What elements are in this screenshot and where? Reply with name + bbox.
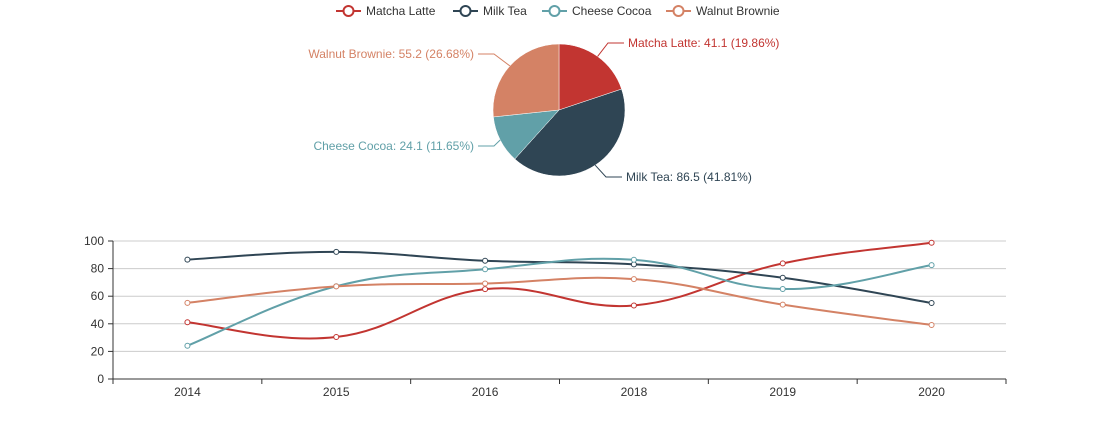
y-tick-label-100: 100 (84, 234, 104, 248)
point-matcha-latte-2018 (630, 302, 637, 309)
point-walnut-brownie-2016 (482, 280, 489, 287)
pie-slice-milk-tea (514, 88, 626, 177)
pie-chart: Matcha Latte: 41.1 (19.86%) Milk Tea: 86.… (308, 36, 779, 184)
point-cheese-cocoa-2018 (630, 256, 637, 263)
point-milk-tea-2014 (184, 256, 191, 263)
legend-marker-walnut-brownie (672, 5, 685, 17)
x-tick-label-2016: 2016 (472, 385, 499, 399)
line-chart: 0 20 40 60 80 100 2014 2015 2016 2018 2019 2020 (84, 234, 1007, 399)
pie-label-line-cheese-cocoa (478, 139, 501, 147)
point-milk-tea-2015 (333, 248, 340, 255)
legend: Matcha Latte Milk Tea Cheese Cocoa Walnut B… (336, 4, 780, 18)
y-tick-label-40: 40 (91, 317, 105, 331)
legend-label-walnut-brownie: Walnut Brownie (696, 4, 780, 18)
y-tick-label-80: 80 (91, 262, 105, 276)
point-cheese-cocoa-2020 (928, 262, 935, 269)
x-tick-label-2018: 2018 (621, 385, 648, 399)
point-matcha-latte-2015 (333, 334, 340, 341)
pie-slice-walnut-brownie (492, 43, 560, 118)
x-tick-label-2014: 2014 (174, 385, 201, 399)
legend-item-cheese-cocoa[interactable]: Cheese Cocoa (542, 4, 652, 18)
point-walnut-brownie-2015 (333, 283, 340, 290)
point-cheese-cocoa-2014 (184, 342, 191, 349)
series-line-walnut-brownie (187, 276, 932, 327)
point-matcha-latte-2016 (482, 286, 489, 293)
y-tick-label-20: 20 (91, 344, 105, 358)
point-walnut-brownie-2019 (779, 301, 786, 308)
point-walnut-brownie-2018 (630, 276, 637, 283)
point-matcha-latte-2020 (928, 239, 935, 246)
x-tick-label-2019: 2019 (769, 385, 796, 399)
point-milk-tea-2020 (928, 299, 935, 306)
pie-label-walnut-brownie: Walnut Brownie: 55.2 (26.68%) (308, 47, 474, 61)
pie-label-line-walnut-brownie (478, 53, 511, 67)
legend-marker-milk-tea (459, 5, 472, 17)
pie-label-line-milk-tea (594, 164, 622, 178)
legend-label-cheese-cocoa: Cheese Cocoa (572, 4, 652, 18)
pie-label-milk-tea: Milk Tea: 86.5 (41.81%) (626, 170, 752, 184)
pie-label-matcha-latte: Matcha Latte: 41.1 (19.86%) (628, 36, 779, 50)
point-cheese-cocoa-2019 (779, 286, 786, 293)
y-tick-label-0: 0 (97, 372, 104, 386)
series-line-milk-tea (187, 250, 932, 304)
legend-marker-cheese-cocoa (548, 5, 561, 17)
point-matcha-latte-2014 (184, 319, 191, 326)
x-tick-label-2020: 2020 (918, 385, 945, 399)
legend-label-milk-tea: Milk Tea (483, 4, 527, 18)
legend-item-walnut-brownie[interactable]: Walnut Brownie (666, 4, 780, 18)
y-tick-label-60: 60 (91, 289, 105, 303)
pie-label-cheese-cocoa: Cheese Cocoa: 24.1 (11.65%) (313, 139, 474, 153)
pie-label-line-matcha-latte (597, 42, 624, 57)
legend-item-milk-tea[interactable]: Milk Tea (453, 4, 527, 18)
legend-marker-matcha-latte (342, 5, 355, 17)
series-line-cheese-cocoa (187, 257, 932, 347)
point-walnut-brownie-2020 (928, 322, 935, 329)
legend-label-matcha-latte: Matcha Latte (366, 4, 436, 18)
point-walnut-brownie-2014 (184, 299, 191, 306)
legend-item-matcha-latte[interactable]: Matcha Latte (336, 4, 436, 18)
point-matcha-latte-2019 (779, 260, 786, 267)
point-milk-tea-2016 (482, 257, 489, 264)
series-line-matcha-latte (187, 241, 932, 340)
point-cheese-cocoa-2016 (482, 266, 489, 273)
pie-slice-matcha-latte (558, 43, 622, 111)
x-tick-label-2015: 2015 (323, 385, 350, 399)
point-milk-tea-2019 (779, 274, 786, 281)
